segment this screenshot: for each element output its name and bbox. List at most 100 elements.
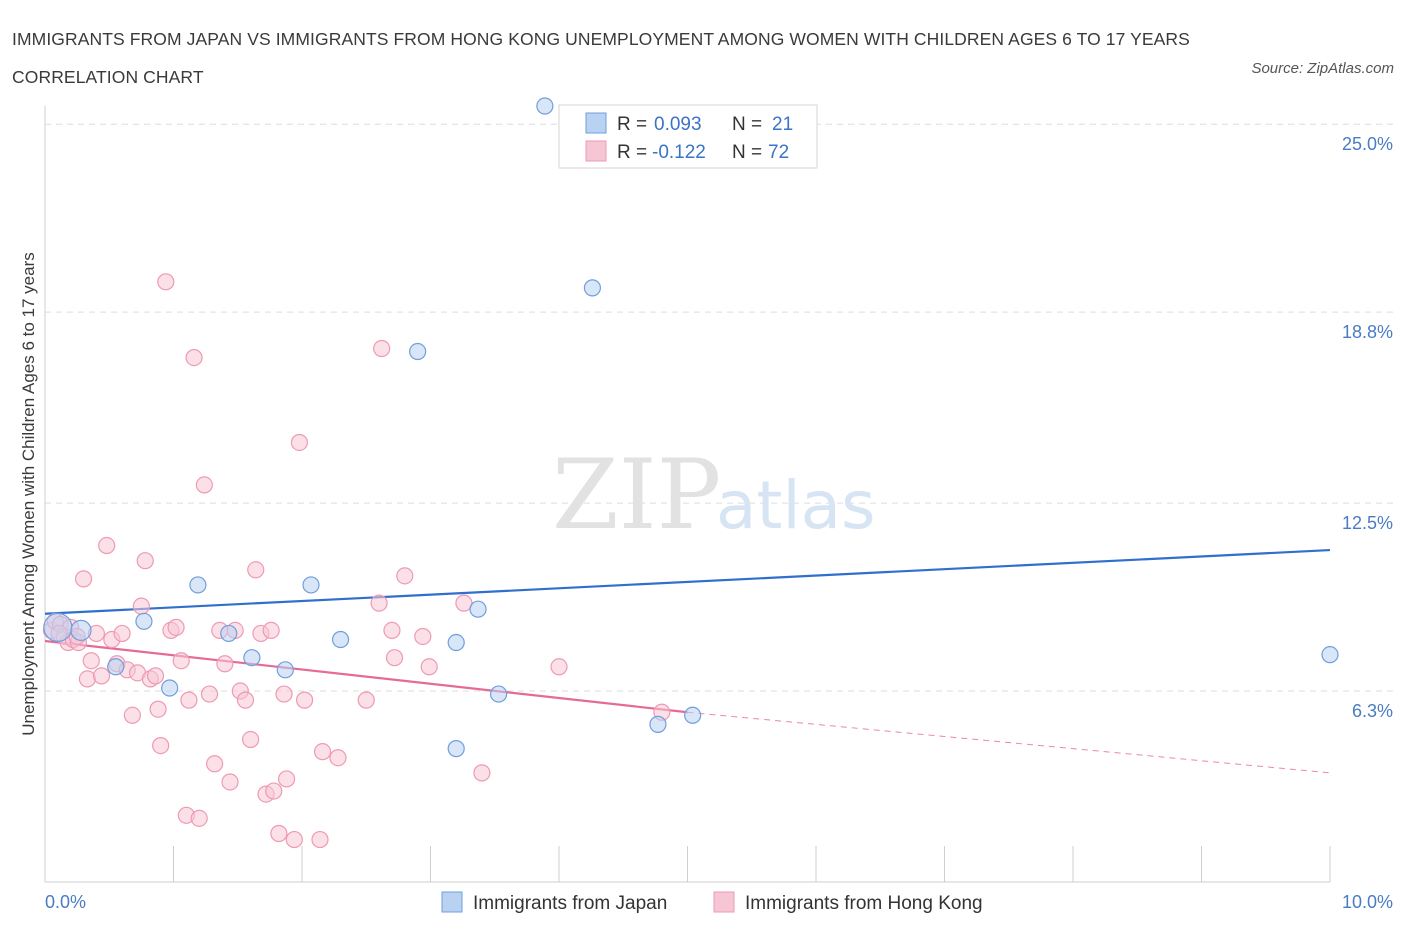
hongkong-point bbox=[357, 691, 375, 709]
legend-japan-n-label: N = bbox=[732, 114, 762, 135]
hongkong-point bbox=[152, 736, 170, 755]
hongkong-point bbox=[200, 685, 219, 703]
hongkong-trend-line bbox=[44, 639, 688, 714]
hongkong-point bbox=[414, 627, 432, 646]
legend-hk-n-label: N = bbox=[732, 142, 762, 163]
bottom-legend: Immigrants from Japan Immigrants from Ho… bbox=[441, 891, 983, 914]
bottom-legend-japan-swatch bbox=[441, 891, 463, 913]
hongkong-point bbox=[247, 561, 265, 579]
x-tick-label: 0.0% bbox=[45, 892, 86, 912]
hongkong-point bbox=[82, 652, 100, 670]
hongkong-point bbox=[473, 764, 491, 782]
japan-point bbox=[409, 342, 427, 361]
x-ticks bbox=[173, 846, 1331, 882]
hongkong-point bbox=[313, 743, 332, 761]
bottom-legend-hk-label: Immigrants from Hong Kong bbox=[745, 893, 983, 914]
japan-point bbox=[276, 661, 294, 679]
x-tick-label: 10.0% bbox=[1342, 892, 1393, 912]
hongkong-point bbox=[172, 652, 190, 670]
y-tick-label: 25.0% bbox=[1342, 134, 1393, 154]
legend-hk-n-value: 72 bbox=[768, 142, 789, 163]
japan-point bbox=[684, 706, 702, 724]
japan-point bbox=[189, 576, 207, 594]
japan-point bbox=[70, 619, 92, 642]
japan-point bbox=[649, 715, 667, 733]
hongkong-point bbox=[149, 700, 167, 718]
legend-hk-r-value: -0.122 bbox=[652, 142, 706, 163]
hongkong-trend-extension bbox=[687, 711, 1331, 774]
hongkong-point bbox=[275, 685, 293, 703]
hongkong-point bbox=[190, 809, 208, 827]
y-axis-label: Unemployment Among Women with Children A… bbox=[19, 252, 38, 736]
legend-japan-r-label: R = bbox=[617, 114, 647, 135]
x-tick-labels: 0.0% 10.0% bbox=[45, 892, 1393, 912]
japan-point bbox=[536, 97, 554, 115]
hongkong-point bbox=[385, 649, 404, 667]
y-tick-label: 12.5% bbox=[1342, 513, 1393, 533]
japan-points bbox=[43, 97, 1339, 758]
y-tick-label: 18.8% bbox=[1342, 322, 1393, 342]
hongkong-point bbox=[262, 621, 280, 640]
japan-point bbox=[447, 633, 465, 652]
legend-hk-r-label: R = bbox=[617, 142, 647, 163]
watermark-zip: ZIP bbox=[552, 439, 721, 551]
hongkong-point bbox=[311, 830, 329, 849]
hongkong-point bbox=[146, 667, 165, 685]
y-tick-label: 6.3% bbox=[1352, 701, 1393, 721]
japan-point bbox=[583, 279, 602, 297]
trend-lines bbox=[44, 548, 1331, 774]
hongkong-point bbox=[185, 348, 203, 367]
watermark-atlas: atlas bbox=[716, 467, 876, 544]
japan-point bbox=[490, 685, 508, 703]
japan-point bbox=[161, 679, 179, 697]
hongkong-point bbox=[136, 552, 154, 570]
hongkong-point bbox=[206, 755, 224, 773]
hongkong-point bbox=[74, 570, 93, 588]
hongkong-point bbox=[98, 536, 116, 555]
grid-lines bbox=[45, 123, 1395, 692]
hongkong-point bbox=[373, 339, 391, 358]
hongkong-point bbox=[132, 597, 150, 615]
hongkong-point bbox=[285, 830, 303, 849]
japan-point bbox=[220, 624, 238, 643]
japan-point bbox=[302, 576, 320, 594]
legend-japan-r-value: 0.093 bbox=[654, 114, 702, 135]
hongkong-point bbox=[370, 594, 388, 612]
japan-trend-line bbox=[44, 548, 1331, 615]
hongkong-point bbox=[123, 706, 141, 724]
hongkong-point bbox=[157, 273, 175, 291]
hongkong-point bbox=[242, 730, 260, 749]
japan-point bbox=[107, 658, 125, 676]
japan-point bbox=[243, 649, 261, 667]
japan-point bbox=[43, 612, 73, 642]
hongkong-point bbox=[180, 691, 198, 709]
legend-japan-swatch bbox=[585, 112, 607, 134]
hongkong-point bbox=[290, 433, 309, 452]
hongkong-point bbox=[195, 476, 213, 494]
hongkong-point bbox=[550, 658, 568, 676]
hongkong-point bbox=[295, 691, 314, 709]
japan-point bbox=[135, 612, 153, 630]
hongkong-point bbox=[270, 824, 288, 843]
japan-point bbox=[447, 740, 465, 758]
hongkong-point bbox=[277, 770, 296, 788]
hongkong-point bbox=[113, 624, 131, 643]
hongkong-point bbox=[78, 670, 97, 688]
hongkong-point bbox=[236, 691, 255, 709]
hongkong-point bbox=[221, 773, 239, 791]
hongkong-point bbox=[396, 567, 414, 585]
bottom-legend-japan-label: Immigrants from Japan bbox=[473, 893, 667, 914]
hongkong-point bbox=[265, 782, 283, 800]
hongkong-point bbox=[329, 749, 347, 767]
hongkong-point bbox=[92, 667, 111, 685]
hongkong-point bbox=[420, 658, 438, 676]
japan-point bbox=[1321, 646, 1339, 664]
stats-legend: R = 0.093 N = 21 R = -0.122 N = 72 bbox=[558, 104, 818, 169]
japan-point bbox=[331, 630, 350, 649]
hongkong-point bbox=[216, 655, 234, 673]
y-tick-labels: 6.3% 12.5% 18.8% 25.0% bbox=[1342, 134, 1393, 721]
chart-title: IMMIGRANTS FROM JAPAN VS IMMIGRANTS FROM… bbox=[12, 29, 1190, 87]
hongkong-point bbox=[383, 621, 401, 640]
bottom-legend-hk-swatch bbox=[713, 891, 735, 913]
